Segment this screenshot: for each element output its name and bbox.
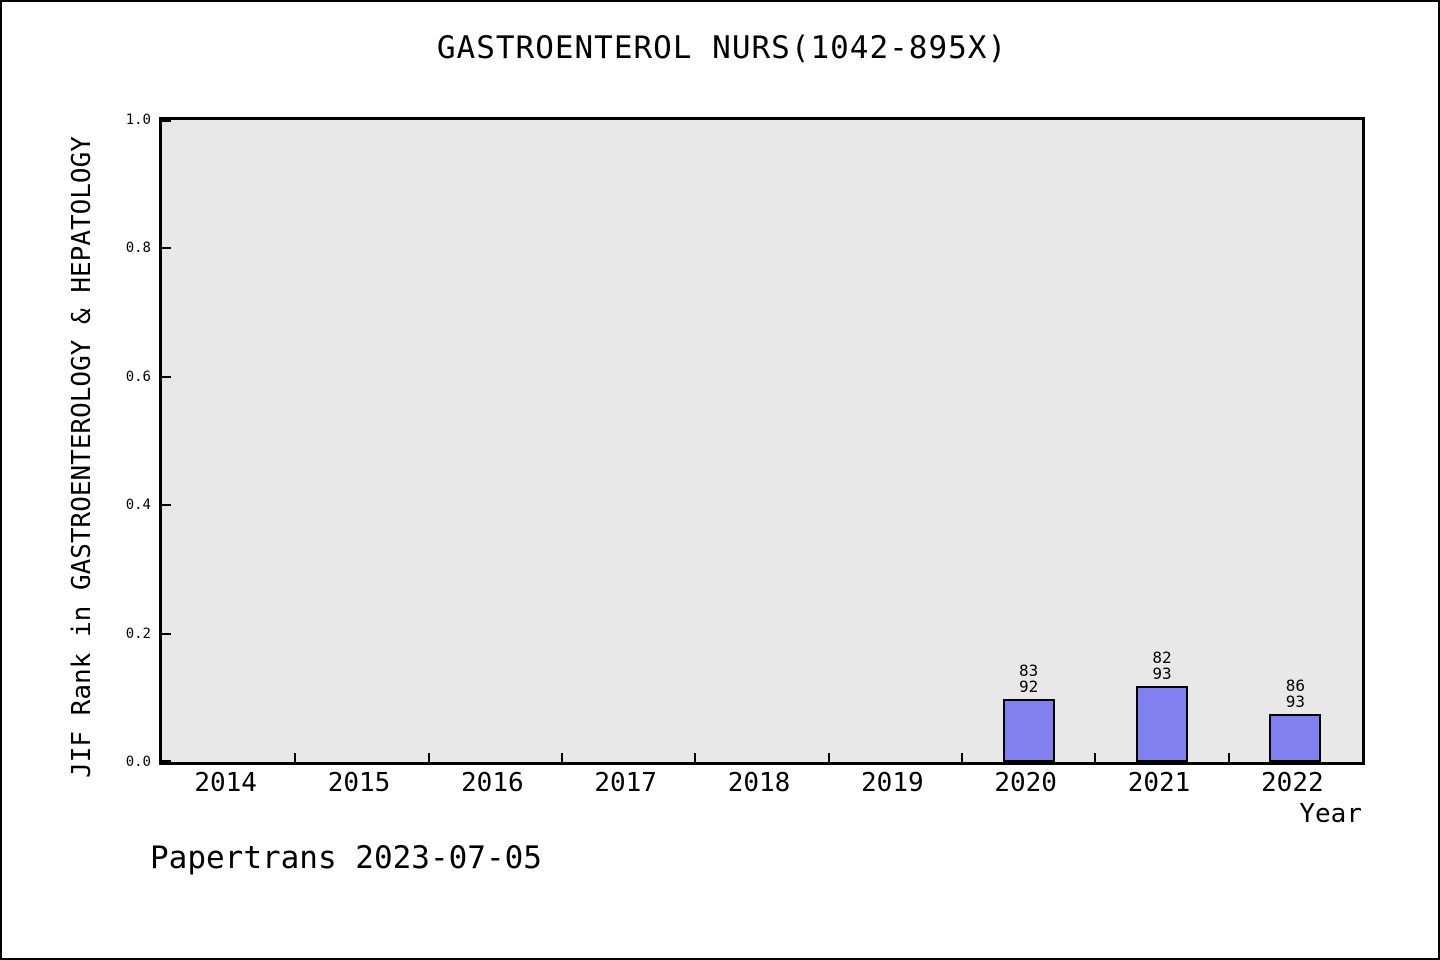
y-tick-mark: [162, 504, 171, 507]
x-tick-mark: [827, 753, 830, 762]
bar-2022: [1269, 713, 1322, 762]
x-tick-mark: [1227, 753, 1230, 762]
x-tick-label: 2015: [327, 768, 391, 798]
x-axis-label: Year: [1299, 799, 1362, 829]
x-tick-label: 2020: [994, 768, 1057, 798]
footer-watermark: Papertrans 2023-07-05: [150, 840, 542, 876]
plot-area: 83 92 82 93 86 93: [159, 117, 1365, 765]
y-tick-label: 0.6: [125, 368, 151, 385]
x-tick-label: 2014: [194, 768, 257, 798]
x-tick-label: 2017: [594, 768, 657, 798]
x-tick-mark: [961, 753, 963, 762]
x-tick-mark: [1094, 753, 1097, 762]
x-tick-label: 2016: [461, 768, 524, 798]
y-tick-mark: [162, 120, 171, 122]
chart-title: GASTROENTEROL NURS(1042-895X): [436, 30, 1008, 66]
bar-label-2022: 86 93: [1285, 675, 1305, 711]
y-tick-mark: [162, 760, 171, 762]
bar-2021: [1136, 686, 1188, 762]
y-tick-label: 0.2: [125, 625, 151, 642]
x-tick-mark: [427, 753, 430, 762]
y-tick-mark: [162, 247, 171, 250]
y-tick-label: 0.8: [125, 240, 151, 257]
x-tick-mark: [694, 753, 697, 762]
x-tick-label: 2018: [727, 768, 791, 798]
y-tick-label: 1.0: [125, 112, 151, 128]
bar-label-2020: 83 92: [1019, 661, 1039, 697]
bar-label-2021: 82 93: [1152, 648, 1172, 684]
y-tick-label: 0.4: [125, 497, 151, 514]
y-tick-mark: [162, 375, 171, 378]
y-tick-mark: [162, 632, 171, 635]
y-tick-label: 0.0: [125, 754, 151, 770]
x-tick-label: 2022: [1261, 768, 1324, 798]
y-axis-label: JIF Rank in GASTROENTEROLOGY & HEPATOLOG…: [67, 136, 97, 778]
x-tick-label: 2021: [1127, 768, 1191, 798]
x-tick-label: 2019: [861, 768, 924, 798]
x-tick-mark: [294, 753, 297, 762]
x-tick-mark: [561, 753, 563, 762]
bar-2020: [1002, 699, 1055, 762]
